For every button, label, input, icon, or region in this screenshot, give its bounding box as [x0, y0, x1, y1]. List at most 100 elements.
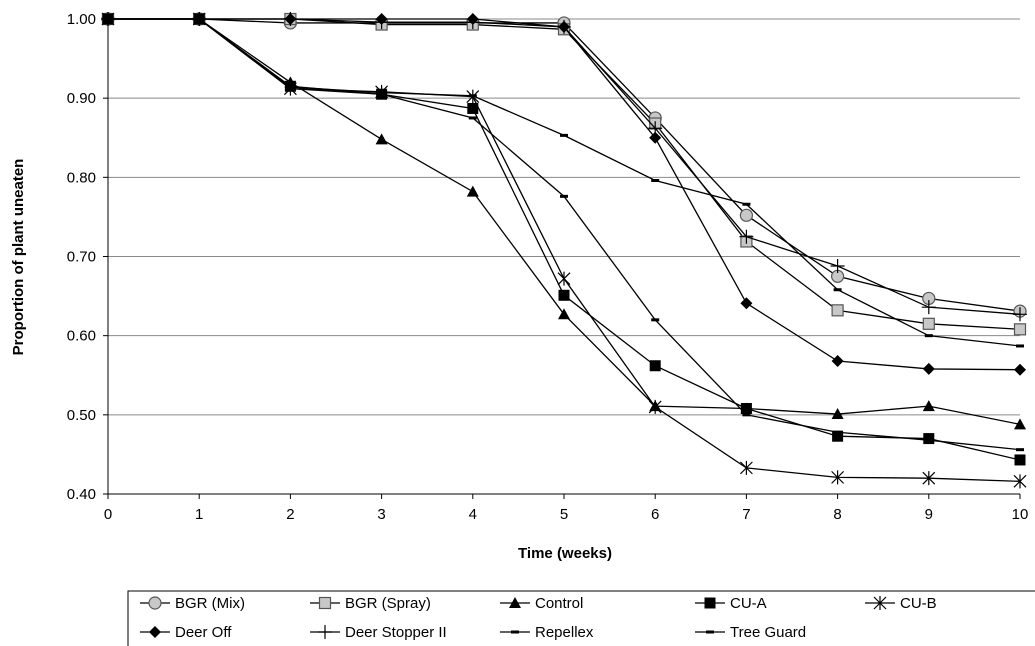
data-point [283, 12, 298, 26]
series-line [108, 18, 1021, 425]
data-point [648, 399, 662, 414]
data-point [1014, 418, 1026, 430]
data-point [1016, 344, 1024, 348]
data-point [649, 131, 662, 144]
data-point [651, 318, 660, 322]
legend-box [127, 590, 1035, 646]
data-point [557, 271, 571, 286]
legend-label: Control [535, 595, 583, 612]
data-point [467, 102, 479, 114]
legend-marker [706, 630, 714, 634]
series-line [108, 18, 1021, 451]
data-point [833, 288, 842, 292]
tick-labels: 0.40 0.50 0.60 0.70 0.80 0.90 1.00 0 1 2 3 4 5 6 7 8 9 10 [67, 11, 1029, 523]
legend-item: Tree Guard [695, 624, 806, 641]
data-point [195, 17, 204, 21]
legend-marker [873, 596, 887, 610]
data-point [739, 208, 754, 222]
legend-label: CU-B [900, 595, 937, 612]
legend-item: BGR (Spray) [310, 595, 431, 612]
legend-item: Deer Stopper II [310, 624, 447, 641]
y-tick-label: 0.40 [67, 486, 96, 503]
x-tick-label: 7 [742, 506, 750, 523]
legend-marker [318, 596, 332, 610]
legend-item: CU-B [865, 595, 937, 612]
data-point [830, 259, 845, 273]
x-tick-label: 3 [377, 506, 385, 523]
data-point [377, 92, 386, 96]
legend-item: Deer Off [140, 624, 232, 641]
data-point [648, 121, 663, 136]
series-line [108, 18, 1021, 312]
y-axis-title: Proportion of plant uneaten [10, 159, 27, 356]
data-point [922, 317, 935, 330]
legend-marker [511, 630, 519, 634]
series-deer-stopper-ii [101, 12, 1027, 322]
data-point [740, 403, 752, 414]
data-point [924, 334, 933, 338]
data-point [1014, 363, 1026, 376]
data-point [922, 471, 936, 486]
series-control [102, 13, 1026, 430]
data-point [831, 408, 844, 420]
legend-label: Deer Stopper II [345, 624, 447, 641]
data-point [921, 300, 936, 315]
y-tick-label: 0.80 [67, 169, 96, 186]
series-bgr-mix- [101, 12, 1027, 318]
legend-item: CU-A [695, 595, 767, 612]
x-tick-label: 2 [286, 506, 294, 523]
series-tree-guard [104, 17, 1024, 348]
y-tick-label: 0.90 [67, 90, 96, 107]
data-point [739, 229, 754, 244]
data-point [833, 430, 842, 434]
data-point [466, 185, 479, 197]
data-point [1016, 448, 1024, 452]
data-point [104, 17, 112, 21]
x-tick-label: 5 [560, 506, 568, 523]
x-tick-label: 0 [104, 506, 112, 523]
data-point [831, 355, 844, 367]
x-tick-label: 9 [925, 506, 933, 523]
data-point [1013, 474, 1027, 489]
series-line [108, 18, 1021, 482]
axes [103, 18, 1021, 499]
x-axis-title: Time (weeks) [518, 545, 612, 562]
data-point [1013, 323, 1027, 336]
data-point [465, 15, 480, 30]
gridlines [108, 18, 1020, 416]
data-point [558, 289, 570, 301]
y-tick-label: 1.00 [67, 11, 96, 28]
series-cu-a [102, 13, 1026, 466]
legend-label: Repellex [535, 624, 594, 641]
series-repellex [104, 17, 1024, 452]
legend-marker [318, 625, 332, 639]
data-point [1014, 454, 1026, 466]
legend-item: Control [500, 595, 583, 612]
data-point [560, 194, 568, 198]
y-tick-label: 0.60 [67, 328, 96, 345]
legend-marker [704, 597, 716, 609]
series-line [108, 18, 1021, 315]
data-point [557, 19, 571, 34]
legend: BGR (Mix) BGR (Spray) Control CU-A CU-B Deer … [127, 590, 1035, 646]
data-point [651, 179, 660, 182]
series-cu-b [101, 12, 1027, 489]
data-point [742, 413, 751, 417]
legend-item: Repellex [500, 624, 594, 641]
data-point [286, 85, 295, 89]
data-point [742, 202, 751, 206]
data-point [831, 304, 844, 317]
series-group [101, 12, 1027, 489]
x-tick-label: 1 [195, 506, 203, 523]
data-point [375, 133, 388, 145]
y-tick-label: 0.70 [67, 249, 96, 266]
x-tick-label: 6 [651, 506, 659, 523]
x-tick-label: 8 [833, 506, 841, 523]
data-point [649, 360, 661, 372]
data-point [377, 91, 386, 95]
legend-item: BGR (Mix) [140, 595, 245, 612]
data-point [560, 133, 568, 137]
legend-marker [149, 626, 161, 638]
legend-label: BGR (Spray) [345, 595, 431, 612]
data-point [922, 362, 935, 375]
